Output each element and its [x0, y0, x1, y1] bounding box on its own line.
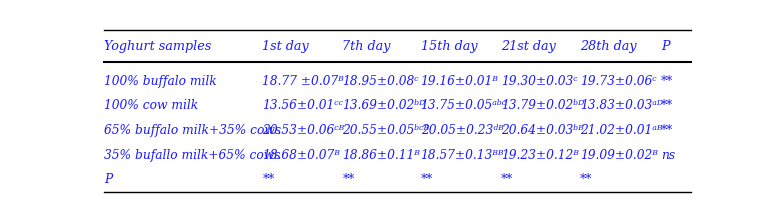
Text: 13.79±0.02ᵇᴰ: 13.79±0.02ᵇᴰ: [501, 99, 584, 112]
Text: 19.73±0.06ᶜ: 19.73±0.06ᶜ: [580, 75, 656, 87]
Text: 19.23±0.12ᴮ: 19.23±0.12ᴮ: [501, 149, 579, 162]
Text: 21st day: 21st day: [501, 40, 556, 53]
Text: 20.55±0.05ᵇᶜᴮ: 20.55±0.05ᵇᶜᴮ: [342, 124, 429, 137]
Text: 100% cow milk: 100% cow milk: [104, 99, 199, 112]
Text: 13.69±0.02ᵇᴰ: 13.69±0.02ᵇᴰ: [342, 99, 425, 112]
Text: **: **: [580, 173, 592, 186]
Text: **: **: [501, 173, 514, 186]
Text: 20.53±0.06ᶜᴮ: 20.53±0.06ᶜᴮ: [262, 124, 345, 137]
Text: **: **: [661, 124, 674, 137]
Text: 20.64±0.03ᵇᴮ: 20.64±0.03ᵇᴮ: [501, 124, 584, 137]
Text: 18.57±0.13ᴮᴮ: 18.57±0.13ᴮᴮ: [421, 149, 504, 162]
Text: 18.86±0.11ᴮ: 18.86±0.11ᴮ: [342, 149, 421, 162]
Text: 18.95±0.08ᶜ: 18.95±0.08ᶜ: [342, 75, 419, 87]
Text: 15th day: 15th day: [421, 40, 477, 53]
Text: 1st day: 1st day: [262, 40, 309, 53]
Text: **: **: [262, 173, 275, 186]
Text: 65% buffalo milk+35% cows: 65% buffalo milk+35% cows: [104, 124, 282, 137]
Text: 19.09±0.02ᴮ: 19.09±0.02ᴮ: [580, 149, 658, 162]
Text: ns: ns: [661, 149, 675, 162]
Text: 13.83±0.03ᵃᴰ: 13.83±0.03ᵃᴰ: [580, 99, 663, 112]
Text: P: P: [661, 40, 670, 53]
Text: 18.77 ±0.07ᴮ: 18.77 ±0.07ᴮ: [262, 75, 344, 87]
Text: 13.56±0.01ᶜᶜ: 13.56±0.01ᶜᶜ: [262, 99, 344, 112]
Text: P: P: [104, 173, 113, 186]
Text: **: **: [421, 173, 433, 186]
Text: 19.30±0.03ᶜ: 19.30±0.03ᶜ: [501, 75, 578, 87]
Text: 28th day: 28th day: [580, 40, 636, 53]
Text: 35% bufallo milk+65% cows: 35% bufallo milk+65% cows: [104, 149, 281, 162]
Text: 20.05±0.23ᵈᴮ: 20.05±0.23ᵈᴮ: [421, 124, 504, 137]
Text: 13.75±0.05ᵃᵇᶜ: 13.75±0.05ᵃᵇᶜ: [421, 99, 507, 112]
Text: **: **: [661, 75, 674, 87]
Text: 7th day: 7th day: [342, 40, 391, 53]
Text: 100% buffalo milk: 100% buffalo milk: [104, 75, 217, 87]
Text: 18.68±0.07ᴮ: 18.68±0.07ᴮ: [262, 149, 340, 162]
Text: Yoghurt samples: Yoghurt samples: [104, 40, 212, 53]
Text: 19.16±0.01ᴮ: 19.16±0.01ᴮ: [421, 75, 498, 87]
Text: **: **: [342, 173, 355, 186]
Text: 21.02±0.01ᵃᴮ: 21.02±0.01ᵃᴮ: [580, 124, 663, 137]
Text: **: **: [661, 99, 674, 112]
